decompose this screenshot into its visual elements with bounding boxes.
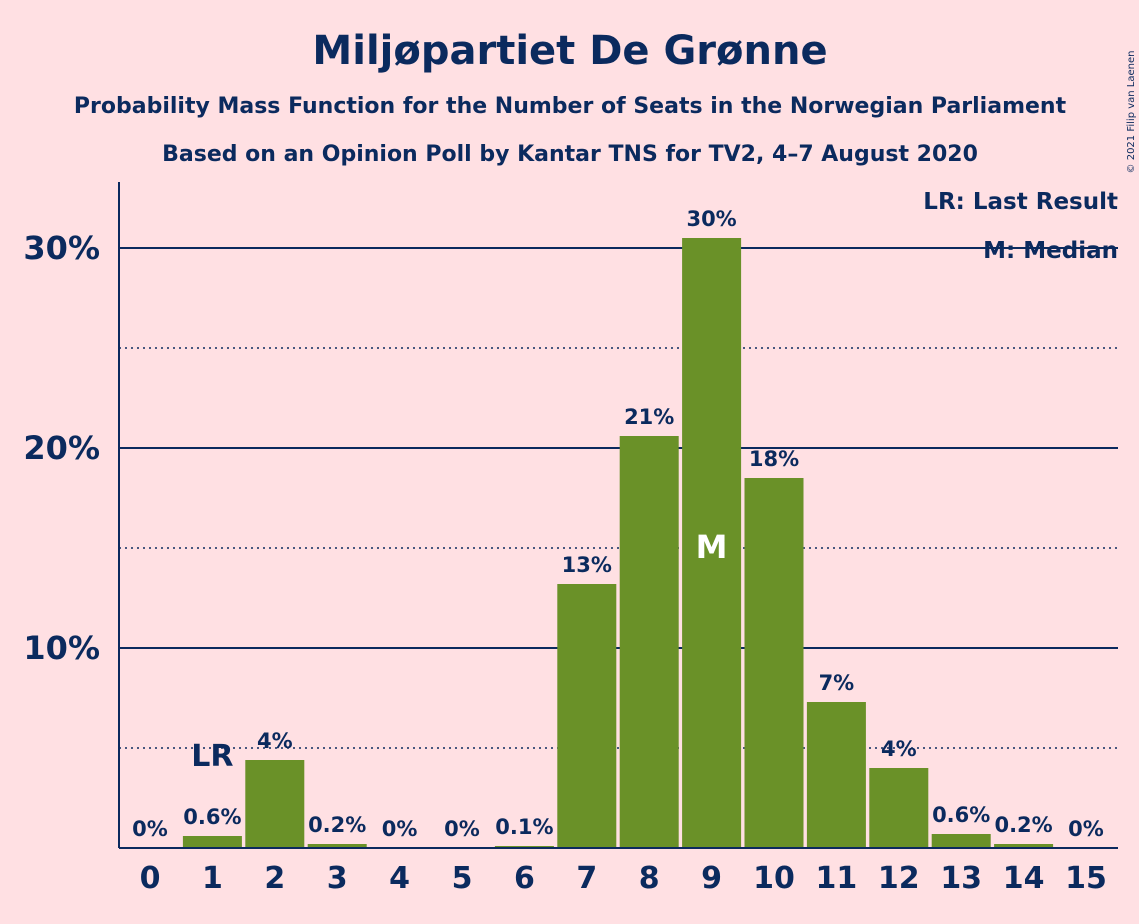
x-tick-label-11: 11	[816, 861, 858, 896]
data-label-13: 0.6%	[932, 803, 990, 827]
last-result-marker: LR	[191, 739, 233, 774]
x-tick-label-15: 15	[1065, 861, 1107, 896]
bar-halo	[307, 836, 389, 844]
x-tick-label-10: 10	[753, 861, 795, 896]
x-tick-label-13: 13	[940, 861, 982, 896]
bar-halo	[619, 428, 701, 436]
bar-1	[182, 836, 242, 848]
bar-10	[744, 478, 804, 848]
bar-3	[307, 844, 367, 848]
data-label-9: 30%	[686, 207, 736, 231]
x-tick-label-12: 12	[878, 861, 920, 896]
x-tick-label-9: 9	[701, 861, 722, 896]
data-label-3: 0.2%	[308, 813, 366, 837]
bar-11	[806, 702, 866, 848]
chart-subtitle-1: Probability Mass Function for the Number…	[74, 94, 1067, 119]
data-label-0: 0%	[132, 817, 168, 841]
data-label-2: 4%	[257, 729, 293, 753]
bar-13	[931, 834, 991, 848]
data-label-11: 7%	[819, 671, 855, 695]
data-label-8: 21%	[624, 405, 674, 429]
x-tick-label-1: 1	[202, 861, 223, 896]
legend-median: M: Median	[983, 238, 1118, 264]
data-label-1: 0.6%	[183, 805, 241, 829]
x-tick-label-8: 8	[639, 861, 660, 896]
data-labels: 0% 0.6% 4% 0.2% 0% 0% 0.1% 13% 21% 30% 18% 7% 4% 0.6%…	[132, 207, 1104, 841]
bar-2	[245, 760, 305, 848]
bar-halo	[806, 694, 888, 702]
x-tick-label-5: 5	[452, 861, 473, 896]
bar-7	[557, 584, 617, 848]
data-label-7: 13%	[562, 553, 612, 577]
bar-halo	[556, 576, 638, 584]
x-tick-label-3: 3	[327, 861, 348, 896]
bar-halo	[931, 826, 1013, 834]
x-tick-label-4: 4	[389, 861, 410, 896]
bar-14	[994, 844, 1054, 848]
bar-halo	[182, 828, 264, 836]
data-label-14: 0.2%	[994, 813, 1052, 837]
bar-9	[682, 238, 742, 848]
bar-halo	[494, 838, 576, 846]
x-tick-label-0: 0	[140, 861, 161, 896]
data-label-6: 0.1%	[495, 815, 553, 839]
y-tick-label: 20%	[23, 429, 100, 467]
axes: 10%20%30%0 1 2 3 4 5 6 7 8 9 10 11 12 13 14 15	[23, 182, 1118, 896]
x-tick-label-14: 14	[1003, 861, 1045, 896]
bar-halo	[868, 760, 950, 768]
data-label-10: 18%	[749, 447, 799, 471]
copyright: © 2021 Filip van Laenen	[1126, 51, 1137, 174]
legend-last-result: LR: Last Result	[923, 189, 1118, 215]
data-label-15: 0%	[1068, 817, 1104, 841]
data-label-5: 0%	[444, 817, 480, 841]
bar-halo	[993, 836, 1075, 844]
x-tick-label-6: 6	[514, 861, 535, 896]
y-tick-label: 10%	[23, 629, 100, 667]
bar-halo	[681, 230, 763, 238]
data-label-12: 4%	[881, 737, 917, 761]
bar-halo	[744, 470, 825, 478]
gridlines	[119, 247, 1118, 749]
bar-8	[619, 436, 679, 848]
data-label-4: 0%	[382, 817, 418, 841]
y-tick-label: 30%	[23, 229, 100, 267]
chart-title: Miljøpartiet De Grønne	[312, 28, 827, 74]
median-marker: M	[696, 528, 728, 566]
x-tick-label-7: 7	[576, 861, 597, 896]
bar-12	[869, 768, 929, 848]
bars	[182, 230, 1075, 848]
bar-halo	[244, 752, 326, 760]
chart-subtitle-2: Based on an Opinion Poll by Kantar TNS f…	[162, 142, 978, 167]
x-tick-label-2: 2	[264, 861, 285, 896]
